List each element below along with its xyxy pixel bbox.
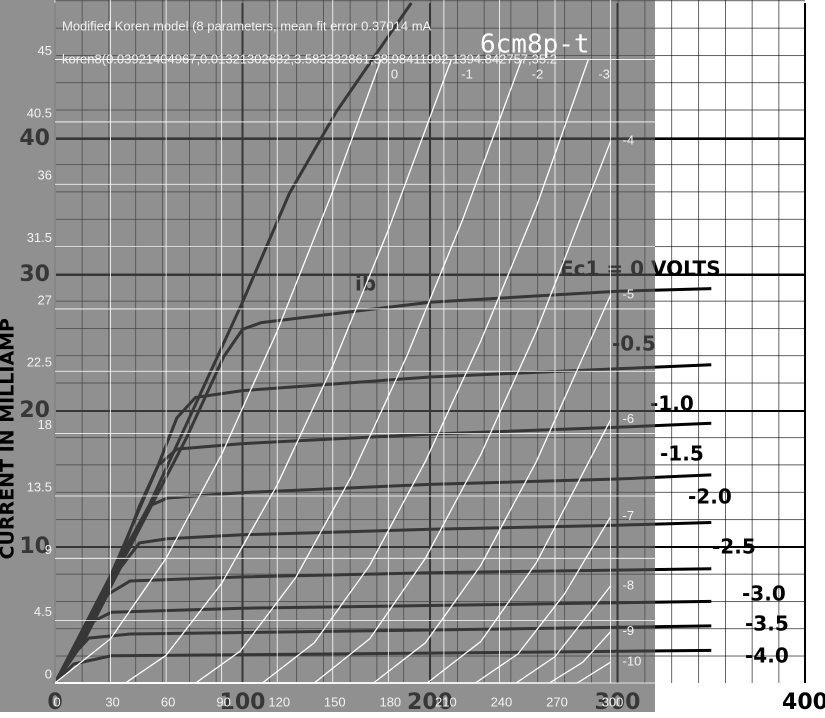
curve-label: -3.0	[742, 582, 786, 606]
x-tick-label: 300	[602, 694, 624, 709]
x-tick-label: 150	[324, 694, 346, 709]
x-tick-label: 270	[546, 694, 568, 709]
curve-label: -5	[623, 287, 635, 302]
model-chart: 0 4.5 9 13.5 18 22.5 27 31.5 36 40.5 45 0 30 60 90 120 1…	[27, 0, 655, 709]
curve-label: 0	[391, 66, 398, 81]
curve-label: -3.5	[745, 612, 789, 636]
curve-label: -1.5	[660, 442, 704, 466]
y-tick-label: 22.5	[27, 355, 52, 370]
curve-label: -2	[532, 66, 544, 81]
y-tick-label: 4.5	[34, 604, 52, 619]
annotation: koren8(0.03921404967,0.01321302632,3.583…	[62, 51, 557, 66]
curve-label: -9	[623, 623, 635, 638]
curve	[55, 59, 589, 684]
y-tick-label: 45	[38, 43, 52, 58]
x-tick-label: 0	[53, 694, 60, 709]
x-tick-label: 120	[268, 694, 290, 709]
y-tick-label: 27	[38, 292, 52, 307]
x-tick-label: 400	[782, 690, 825, 715]
curve	[55, 59, 523, 684]
curve-label: -10	[623, 654, 642, 669]
x-tick-label: 90	[216, 694, 230, 709]
x-tick-label: 30	[105, 694, 119, 709]
curve-label: -3	[598, 66, 610, 81]
x-tick-label: 180	[379, 694, 401, 709]
chart-title: 6cm8p-t	[480, 30, 590, 60]
overlay-panel	[0, 0, 655, 712]
curve-label: -4	[623, 133, 635, 148]
curve	[54, 59, 382, 684]
curve-label: -1.0	[650, 392, 694, 416]
curve-label: -2.5	[712, 535, 756, 559]
y-tick-label: 31.5	[27, 230, 52, 245]
x-tick-label: 240	[491, 694, 513, 709]
y-tick-label: 0	[45, 666, 52, 681]
curve-label: -7	[623, 508, 635, 523]
subtitle: Modified Koren model (8 parameters, mean…	[62, 18, 432, 33]
curve-label: -6	[623, 411, 635, 426]
curve-label: -2.0	[688, 485, 732, 509]
y-tick-label: 18	[38, 417, 52, 432]
curve	[55, 661, 611, 684]
curve-label: -1	[461, 66, 473, 81]
x-tick-label: 210	[435, 694, 457, 709]
y-tick-label: 9	[45, 542, 52, 557]
y-tick-label: 13.5	[27, 479, 52, 494]
curve	[55, 59, 452, 684]
curve-label: -8	[623, 577, 635, 592]
y-axis-label: CURRENT IN MILLIAMP	[0, 318, 19, 560]
y-tick-label: 40.5	[27, 105, 52, 120]
curve-label: -4.0	[745, 644, 789, 668]
y-tick-label: 36	[38, 168, 52, 183]
x-tick-label: 60	[161, 694, 175, 709]
